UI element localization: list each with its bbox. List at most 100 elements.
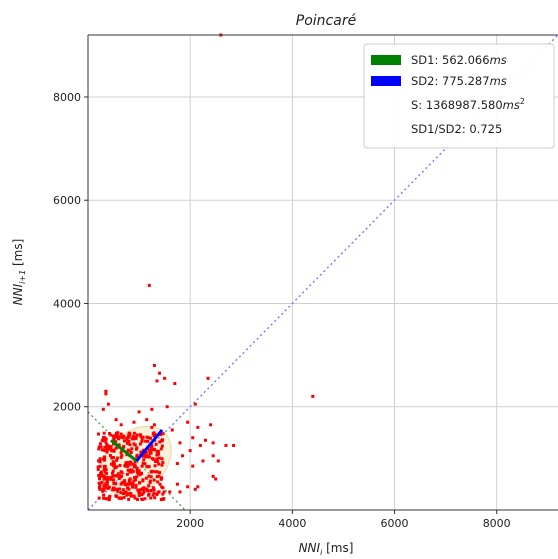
data-point: [112, 478, 116, 482]
data-point: [152, 363, 156, 367]
data-point: [121, 488, 125, 492]
data-point: [147, 474, 151, 478]
data-point: [150, 446, 154, 450]
data-point: [119, 435, 123, 439]
data-point: [147, 448, 151, 452]
x-axis-label-sub: i: [320, 548, 323, 557]
data-point: [153, 464, 157, 468]
data-point: [124, 490, 128, 494]
data-point: [232, 443, 236, 447]
data-point: [119, 450, 123, 454]
data-point: [126, 448, 130, 452]
data-point: [122, 445, 126, 449]
data-point: [111, 471, 115, 475]
data-point: [123, 479, 127, 483]
data-point: [102, 468, 106, 472]
legend: SD1: 562.066ms SD2: 775.287ms S: 1368987…: [363, 43, 555, 149]
data-point: [103, 436, 107, 440]
data-point: [98, 483, 102, 487]
data-point: [152, 488, 156, 492]
data-point: [117, 477, 121, 481]
data-point: [133, 463, 137, 467]
data-point: [111, 474, 115, 478]
marks: [87, 33, 558, 511]
data-point: [163, 376, 167, 380]
data-point: [110, 449, 114, 453]
data-point: [108, 454, 112, 458]
data-point: [105, 450, 109, 454]
data-point: [150, 444, 154, 448]
x-axis-label-unit: [ms]: [322, 541, 353, 555]
data-point: [104, 392, 108, 396]
data-point: [155, 475, 159, 479]
x-tick-label: 4000: [278, 517, 306, 530]
data-point: [101, 407, 105, 411]
data-point: [196, 485, 200, 489]
data-point: [146, 439, 150, 443]
data-point: [152, 491, 156, 495]
data-point: [149, 470, 153, 474]
data-point: [114, 431, 118, 435]
data-point: [186, 485, 190, 489]
data-point: [114, 446, 118, 450]
data-point: [132, 431, 136, 435]
y-tick-label: 2000: [53, 401, 81, 414]
data-point: [138, 473, 142, 477]
data-point: [214, 477, 218, 481]
legend-entry-sd1-unit: ms: [490, 53, 507, 67]
data-point: [145, 465, 149, 469]
data-point: [224, 443, 228, 447]
data-point: [211, 454, 215, 458]
data-point: [149, 489, 153, 493]
data-point: [193, 402, 197, 406]
data-point: [144, 455, 148, 459]
legend-entry-sd1-label: SD1: 562.066: [411, 53, 490, 67]
data-point: [142, 486, 146, 490]
data-point: [97, 477, 101, 481]
data-point: [98, 487, 102, 491]
data-point: [178, 490, 182, 494]
x-tick-label: 8000: [483, 517, 511, 530]
data-point: [103, 449, 107, 453]
data-point: [104, 497, 108, 501]
data-point: [140, 493, 144, 497]
data-point: [111, 434, 115, 438]
data-point: [134, 447, 138, 451]
data-point: [161, 486, 165, 490]
data-point: [107, 485, 111, 489]
data-point: [193, 487, 197, 491]
x-ticks: 2000 4000 6000 8000: [176, 510, 511, 530]
data-point: [168, 490, 172, 494]
data-point: [178, 441, 182, 445]
data-point: [115, 465, 119, 469]
data-point: [145, 487, 149, 491]
data-point: [110, 462, 114, 466]
data-point: [158, 440, 162, 444]
data-point: [130, 447, 134, 451]
data-point: [112, 463, 116, 467]
data-point: [101, 457, 105, 461]
data-point: [138, 481, 142, 485]
data-point: [141, 461, 145, 465]
data-point: [216, 459, 220, 463]
data-point: [109, 477, 113, 481]
data-point: [161, 460, 165, 464]
x-axis-label: NNIi [ms]: [299, 541, 354, 557]
data-point: [147, 283, 151, 287]
data-point: [154, 470, 158, 474]
data-point: [155, 453, 159, 457]
data-point: [112, 437, 116, 441]
data-point: [107, 495, 111, 499]
data-point: [146, 455, 150, 459]
data-point: [170, 428, 174, 432]
data-point: [126, 461, 130, 465]
data-point: [99, 470, 103, 474]
data-point: [128, 449, 132, 453]
data-point: [99, 445, 103, 449]
data-point: [142, 458, 146, 462]
data-point: [131, 462, 135, 466]
data-point: [103, 470, 107, 474]
data-point: [118, 487, 122, 491]
data-point: [181, 454, 185, 458]
data-point: [151, 457, 155, 461]
